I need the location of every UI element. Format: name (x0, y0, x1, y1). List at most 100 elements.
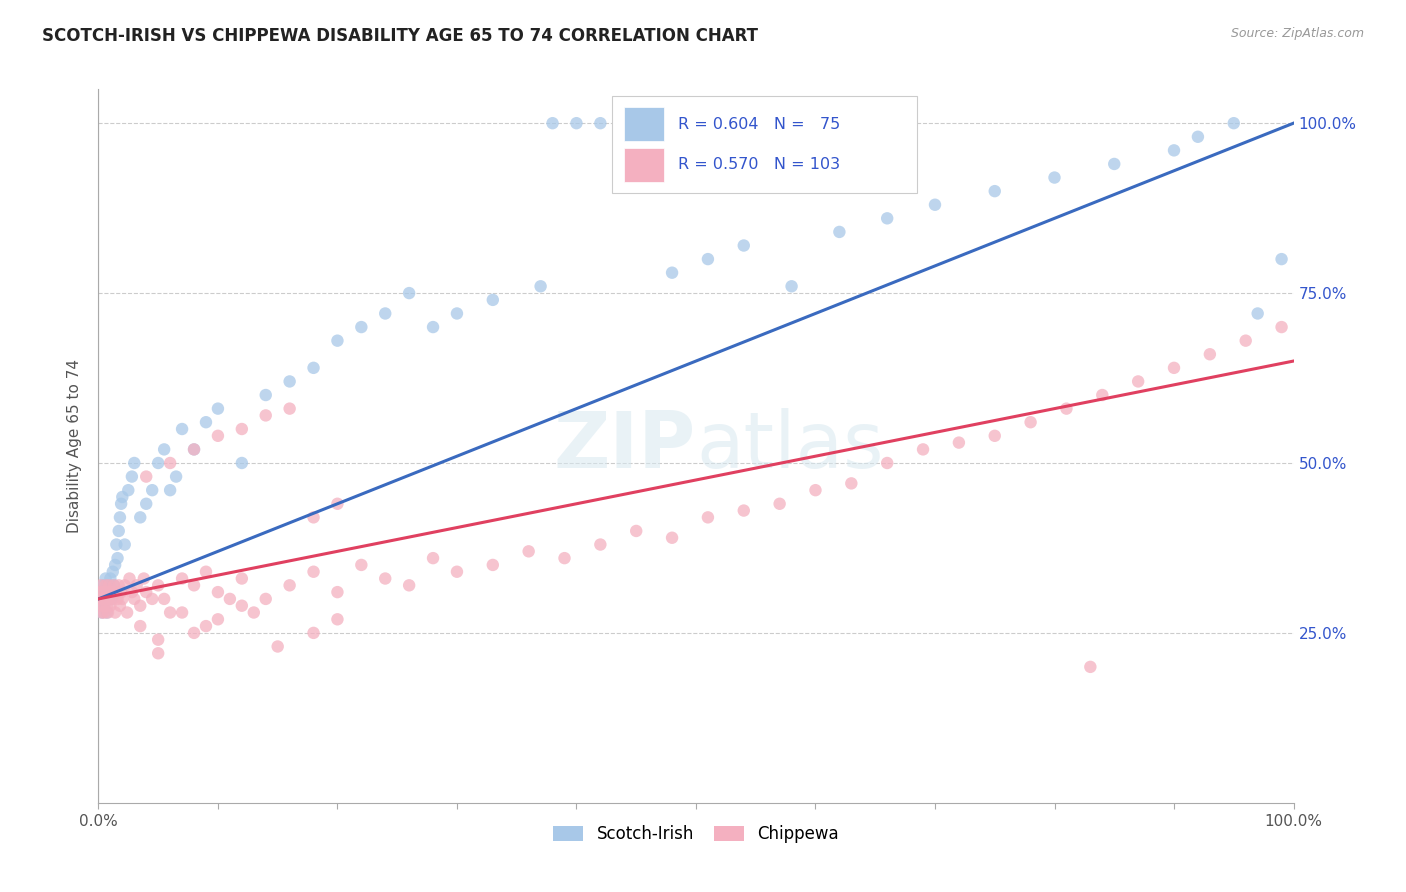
Point (117, 483, 139, 498)
Point (302, 360, 325, 375)
Point (172, 422, 194, 436)
Point (93, 606, 115, 620)
Point (243, 606, 266, 620)
Text: SCOTCH-IRISH VS CHIPPEWA DISABILITY AGE 65 TO 74 CORRELATION CHART: SCOTCH-IRISH VS CHIPPEWA DISABILITY AGE … (42, 27, 758, 45)
Point (254, 409, 277, 423)
Point (90, 599, 112, 613)
Point (91, 585, 114, 599)
Point (94, 572, 117, 586)
Point (302, 510, 325, 524)
Point (165, 469, 187, 483)
Point (422, 551, 444, 566)
Point (121, 585, 143, 599)
Point (195, 619, 218, 633)
Point (541, 116, 564, 130)
Point (89, 585, 111, 599)
Point (104, 558, 127, 572)
Point (105, 585, 128, 599)
Point (804, 483, 827, 498)
Point (91, 591, 114, 606)
Point (207, 429, 229, 443)
Point (153, 442, 176, 457)
Point (124, 456, 146, 470)
Point (661, 266, 683, 280)
Point (278, 578, 301, 592)
Point (108, 510, 131, 524)
Text: R = 0.570   N = 103: R = 0.570 N = 103 (678, 157, 841, 172)
Point (148, 632, 170, 647)
Point (841, 476, 863, 491)
Point (183, 442, 205, 457)
Point (1223, 116, 1246, 130)
Point (93, 585, 115, 599)
Point (374, 572, 396, 586)
Point (697, 252, 720, 266)
Point (267, 640, 290, 654)
Point (1056, 401, 1078, 416)
Point (98, 572, 122, 586)
Point (98, 599, 122, 613)
Point (97, 606, 120, 620)
Point (207, 612, 229, 626)
Point (94, 578, 117, 592)
Point (517, 544, 540, 558)
Text: atlas: atlas (696, 408, 883, 484)
Point (1091, 388, 1114, 402)
Point (125, 578, 148, 592)
FancyBboxPatch shape (624, 107, 664, 141)
Point (302, 626, 325, 640)
Point (90, 578, 112, 592)
Point (148, 578, 170, 592)
Point (697, 510, 720, 524)
Point (1271, 320, 1294, 334)
Point (422, 320, 444, 334)
Point (446, 306, 468, 320)
Point (107, 551, 129, 566)
Point (159, 483, 181, 498)
Point (924, 198, 946, 212)
Point (97, 591, 120, 606)
Text: ZIP: ZIP (554, 408, 696, 484)
Point (89, 585, 111, 599)
Point (100, 591, 122, 606)
Point (1104, 157, 1126, 171)
Point (98, 578, 121, 592)
Point (90, 599, 112, 613)
Point (828, 225, 851, 239)
Point (172, 572, 194, 586)
Point (565, 116, 588, 130)
Point (93, 599, 115, 613)
Point (183, 626, 205, 640)
Point (114, 578, 136, 592)
Point (108, 599, 131, 613)
Point (91, 599, 114, 613)
Point (1163, 144, 1185, 158)
Point (98, 578, 121, 592)
Point (530, 279, 553, 293)
Point (780, 279, 803, 293)
Point (115, 606, 138, 620)
Point (302, 565, 325, 579)
Legend: Scotch-Irish, Chippewa: Scotch-Irish, Chippewa (548, 820, 844, 848)
Point (97, 591, 120, 606)
Point (1199, 347, 1222, 361)
Point (207, 585, 229, 599)
Point (148, 646, 170, 660)
Y-axis label: Disability Age 65 to 74: Disability Age 65 to 74 (67, 359, 83, 533)
Point (733, 503, 755, 517)
Point (96, 606, 118, 620)
Point (254, 388, 277, 402)
Point (107, 591, 129, 606)
Point (114, 537, 136, 551)
Point (589, 537, 612, 551)
Point (326, 585, 349, 599)
Point (129, 599, 152, 613)
Point (626, 524, 648, 538)
Point (231, 572, 253, 586)
Point (148, 456, 170, 470)
Point (1234, 334, 1257, 348)
Point (1128, 375, 1150, 389)
Point (661, 531, 683, 545)
Point (93, 585, 115, 599)
Point (350, 558, 373, 572)
